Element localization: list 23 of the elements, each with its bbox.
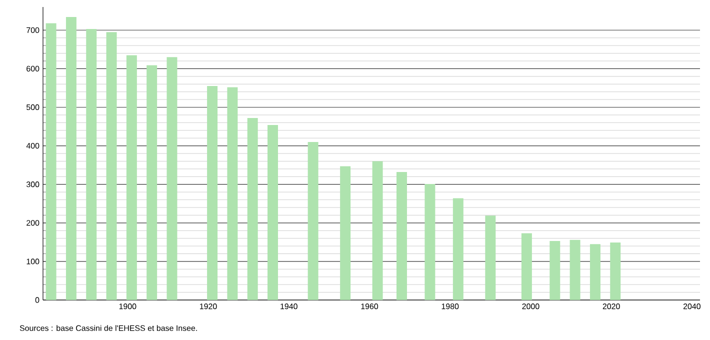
bar (590, 244, 600, 300)
bar (126, 55, 137, 300)
bar (308, 142, 318, 300)
bar (424, 184, 436, 300)
bar (106, 32, 117, 300)
bar (46, 23, 56, 300)
bar (86, 28, 97, 300)
bar (521, 233, 532, 300)
bar (340, 166, 351, 300)
bar (227, 87, 238, 300)
bar (610, 242, 621, 300)
bar (452, 198, 464, 300)
bar (268, 124, 278, 300)
bar (550, 241, 560, 300)
bar (247, 118, 258, 300)
bar (146, 65, 158, 300)
bar (66, 17, 76, 300)
bar (166, 57, 178, 300)
bar (570, 240, 580, 300)
bar (396, 172, 407, 300)
bar (207, 86, 218, 300)
bar (372, 161, 383, 300)
bar (485, 216, 496, 300)
